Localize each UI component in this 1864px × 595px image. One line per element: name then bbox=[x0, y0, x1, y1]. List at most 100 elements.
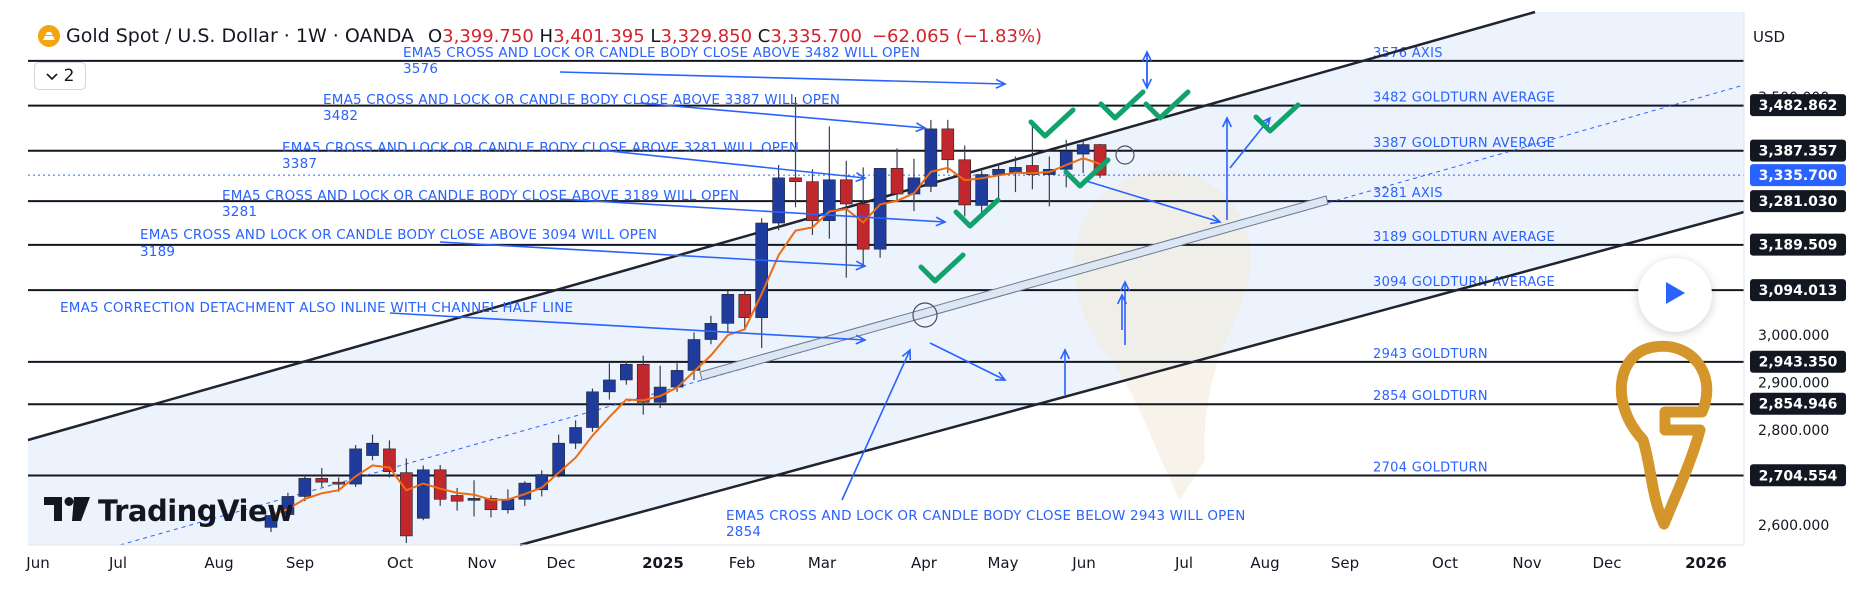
marker-circle bbox=[912, 302, 938, 328]
price-change: −62.065 (−1.83%) bbox=[871, 25, 1043, 47]
candle-body bbox=[332, 481, 345, 485]
annotation-arrow-head bbox=[995, 78, 1007, 89]
channel-half-band bbox=[699, 195, 1329, 381]
candle-body bbox=[1009, 167, 1022, 173]
annotation-text: EMA5 CROSS AND LOCK OR CANDLE BODY CLOSE… bbox=[140, 227, 657, 243]
price-axis-tick: 2,800.000 bbox=[1758, 423, 1829, 439]
time-axis-label: Feb bbox=[729, 554, 756, 572]
candle-body bbox=[501, 498, 515, 511]
candle-body bbox=[890, 168, 904, 195]
price-label-box bbox=[1750, 392, 1846, 415]
annotation-arrow bbox=[599, 149, 866, 179]
open-value: 3,399.750 bbox=[442, 25, 534, 47]
time-axis-label: Sep bbox=[1331, 554, 1359, 572]
level-label: 2854 GOLDTURN bbox=[1373, 389, 1488, 404]
ohlc-values: O3,399.750 H3,401.395 L3,329.850 C3,335.… bbox=[428, 26, 862, 47]
annotation-arrow bbox=[559, 71, 1006, 85]
price-label-box bbox=[1750, 190, 1846, 213]
annotation-arrow-head bbox=[855, 172, 867, 183]
annotation-target: 3281 bbox=[222, 204, 257, 220]
watermark-logo-icon bbox=[1074, 171, 1251, 501]
channel-fill bbox=[28, 12, 1744, 545]
candle-body bbox=[653, 386, 667, 403]
price-label-text: 3,335.700 bbox=[1759, 168, 1838, 184]
price-axis-tick: 3,000.000 bbox=[1758, 328, 1829, 344]
candle-body bbox=[298, 478, 312, 497]
candle-body bbox=[366, 442, 379, 456]
annotation-target: 3482 bbox=[323, 108, 358, 124]
tradingview-logo-icon bbox=[44, 494, 90, 528]
time-axis-label: Aug bbox=[1250, 554, 1279, 572]
candle-body bbox=[433, 469, 447, 500]
low-value: 3,329.850 bbox=[660, 25, 753, 47]
price-label-box bbox=[1750, 464, 1846, 487]
time-axis-label: Jul bbox=[1174, 554, 1193, 572]
candle-body bbox=[958, 159, 972, 206]
currency-label[interactable]: USD bbox=[1753, 28, 1786, 46]
ema5-line bbox=[270, 157, 1101, 517]
time-axis-label: Aug bbox=[204, 554, 233, 572]
annotation-target: 3189 bbox=[140, 244, 175, 260]
price-label-box bbox=[1750, 139, 1846, 162]
annotation-text: EMA5 CROSS AND LOCK OR CANDLE BODY CLOSE… bbox=[282, 140, 799, 156]
channel-lower-line bbox=[519, 210, 1745, 547]
direction-arrow-head bbox=[994, 371, 1007, 381]
indicators-toggle-button[interactable]: 2 bbox=[34, 62, 86, 90]
level-label: 3094 GOLDTURN AVERAGE bbox=[1373, 275, 1555, 290]
play-icon bbox=[1664, 281, 1686, 309]
price-label-text: 3,387.357 bbox=[1759, 144, 1838, 160]
candle-body bbox=[1076, 144, 1090, 155]
level-label: 2943 GOLDTURN bbox=[1373, 347, 1488, 362]
symbol-title[interactable]: Gold Spot / U.S. Dollar · 1W · OANDA bbox=[66, 25, 414, 47]
tradingview-logo[interactable]: TradingView bbox=[44, 494, 294, 528]
time-axis-label: Dec bbox=[546, 554, 575, 572]
time-axis-label: Jul bbox=[108, 554, 127, 572]
direction-arrow-head bbox=[1119, 280, 1131, 292]
channel-upper-line bbox=[27, 10, 1536, 442]
candle-body bbox=[603, 379, 616, 393]
time-axis-label: Jun bbox=[25, 554, 49, 572]
high-label: H bbox=[539, 25, 554, 47]
annotation-target: 3387 bbox=[282, 156, 317, 172]
price-label-box bbox=[1750, 233, 1846, 256]
time-axis-label: Dec bbox=[1592, 554, 1621, 572]
annotation-arrow-head bbox=[915, 122, 927, 133]
candle-body bbox=[687, 339, 701, 371]
time-axis-label: 2026 bbox=[1685, 554, 1727, 572]
annotation-arrow bbox=[439, 241, 866, 267]
candle-body bbox=[400, 472, 413, 537]
direction-arrow-head bbox=[1260, 116, 1272, 128]
close-value: 3,335.700 bbox=[770, 25, 862, 47]
annotation-target: 2854 bbox=[726, 524, 761, 540]
time-axis-label: Oct bbox=[387, 554, 413, 572]
play-button[interactable] bbox=[1638, 258, 1712, 332]
time-axis-label: Jun bbox=[1071, 554, 1095, 572]
time-axis-label: May bbox=[987, 554, 1018, 572]
symbol-legend: Gold Spot / U.S. Dollar · 1W · OANDA O3,… bbox=[38, 24, 1042, 48]
gold-symbol-icon bbox=[38, 25, 60, 47]
candle-body bbox=[450, 495, 464, 502]
candle-body bbox=[416, 469, 430, 519]
candle-body bbox=[569, 427, 582, 444]
level-label: 2704 GOLDTURN bbox=[1373, 461, 1488, 476]
level-label: 3281 AXIS bbox=[1373, 186, 1443, 201]
level-label: 3576 AXIS bbox=[1373, 46, 1443, 61]
annotation-text: EMA5 CROSS AND LOCK OR CANDLE BODY CLOSE… bbox=[222, 188, 739, 204]
annotation-arrow bbox=[639, 102, 926, 129]
price-label-text: 2,704.554 bbox=[1759, 468, 1838, 484]
price-label-box bbox=[1750, 350, 1846, 373]
annotation-text: EMA5 CROSS AND LOCK OR CANDLE BODY CLOSE… bbox=[726, 508, 1246, 524]
price-label-text: 3,094.013 bbox=[1759, 283, 1838, 299]
marker-circle bbox=[1115, 145, 1135, 165]
annotation-arrow-head bbox=[901, 348, 912, 361]
annotation-arrow bbox=[841, 349, 911, 501]
level-label: 3189 GOLDTURN AVERAGE bbox=[1373, 230, 1555, 245]
candle-body bbox=[620, 363, 633, 381]
annotation-target: 3576 bbox=[403, 61, 438, 77]
check-mark-icon bbox=[1028, 107, 1076, 139]
direction-arrow-head bbox=[1221, 116, 1233, 128]
direction-arrow bbox=[1082, 179, 1221, 223]
annotation-text: EMA5 CROSS AND LOCK OR CANDLE BODY CLOSE… bbox=[403, 45, 920, 61]
annotation-arrow bbox=[389, 312, 866, 341]
